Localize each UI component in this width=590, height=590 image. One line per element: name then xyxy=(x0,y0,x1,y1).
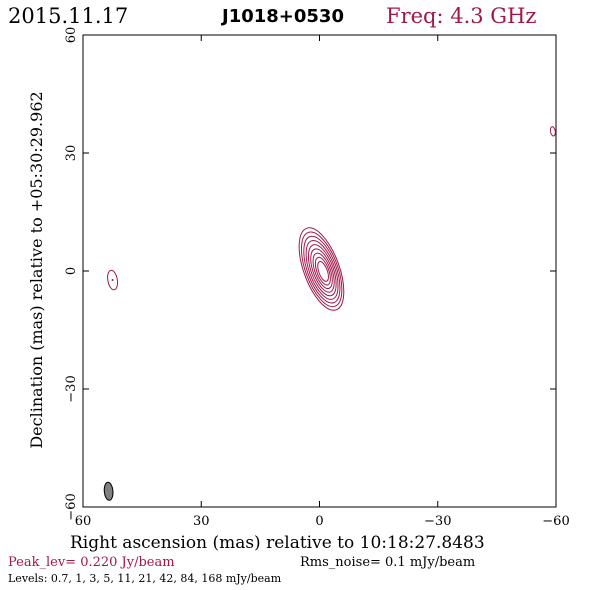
contour-core xyxy=(307,244,337,297)
contour-core xyxy=(310,248,335,293)
x-tick-label: −60 xyxy=(542,514,569,529)
rms-noise: Rms_noise= 0.1 mJy/beam xyxy=(300,555,476,570)
y-tick-label: 0 xyxy=(64,267,79,275)
source-name: J1018+0530 xyxy=(222,6,344,27)
y-tick-label: 30 xyxy=(64,145,79,162)
contour-core xyxy=(305,239,339,300)
contour-levels: Levels: 0.7, 1, 3, 5, 11, 21, 42, 84, 16… xyxy=(8,572,282,585)
contour-east-feature xyxy=(549,126,556,137)
frequency-label: Freq: 4.3 GHz xyxy=(386,4,537,28)
x-tick-label: 30 xyxy=(193,514,210,529)
contour-west-feature xyxy=(107,269,119,291)
contour-core xyxy=(317,261,329,282)
peak-level: Peak_lev= 0.220 Jy/beam xyxy=(8,555,175,570)
contour-west-feature-peak xyxy=(111,279,114,282)
observation-date: 2015.11.17 xyxy=(8,4,129,28)
beam-ellipse xyxy=(103,481,114,501)
x-axis-label: Right ascension (mas) relative to 10:18:… xyxy=(70,533,485,553)
x-tick-label: −30 xyxy=(424,514,451,529)
y-tick-label: 60 xyxy=(64,27,79,44)
contour-core xyxy=(312,252,333,290)
x-tick-label: 60 xyxy=(75,514,92,529)
axis-ticks xyxy=(82,34,557,508)
y-axis-label: Declination (mas) relative to +05:30:29.… xyxy=(27,91,46,448)
contour-core xyxy=(300,231,343,308)
y-tick-label: −60 xyxy=(64,493,79,520)
contour-core xyxy=(314,256,331,286)
contour-layer xyxy=(103,126,556,501)
contour-core xyxy=(303,235,341,304)
x-tick-label: 0 xyxy=(315,514,323,529)
y-tick-label: −30 xyxy=(64,375,79,402)
contour-core xyxy=(298,227,345,311)
plot-frame xyxy=(82,34,557,508)
